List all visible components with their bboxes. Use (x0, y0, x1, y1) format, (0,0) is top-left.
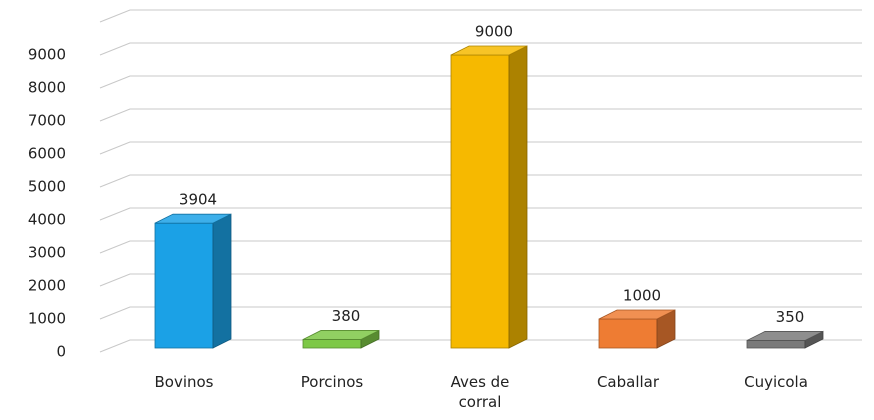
data-label: 380 (332, 307, 361, 325)
y-tick-label: 6000 (28, 145, 66, 163)
y-tick-label: 1000 (28, 310, 66, 328)
x-tick-label: Cuyicola (744, 373, 808, 391)
grid-line (99, 108, 862, 122)
bar (598, 309, 676, 349)
y-tick-label: 0 (56, 343, 66, 361)
y-tick-label: 4000 (28, 211, 66, 229)
bar-top (154, 213, 232, 224)
bar-front (598, 318, 658, 349)
y-tick-label: 3000 (28, 244, 66, 262)
bar-side (508, 45, 528, 349)
y-tick-label: 7000 (28, 112, 66, 130)
bar-front (302, 339, 362, 349)
bar-side (212, 213, 232, 349)
bar (154, 213, 232, 349)
x-tick-label: Bovinos (154, 373, 214, 391)
y-tick-label: 2000 (28, 277, 66, 295)
data-label: 3904 (179, 191, 217, 209)
grid-line (99, 42, 862, 56)
data-label: 350 (776, 308, 805, 326)
y-tick-label: 8000 (28, 79, 66, 97)
grid-line (99, 273, 862, 287)
grid-line (99, 174, 862, 188)
grid-line (99, 141, 862, 155)
bar-top (598, 309, 676, 320)
x-tick-label: Caballar (596, 373, 660, 391)
y-tick-label: 9000 (28, 46, 66, 64)
bar-front (154, 222, 214, 349)
bar-top (302, 330, 380, 340)
x-label-box: Aves de corral (450, 373, 510, 411)
x-tick-label: Porcinos (300, 373, 364, 391)
x-label-box: Bovinos (154, 373, 214, 391)
bar (450, 45, 528, 349)
x-tick-label: Aves de corral (450, 373, 510, 411)
bar-top (450, 45, 528, 56)
grid-line (99, 9, 862, 23)
x-label-box: Caballar (596, 373, 660, 391)
grid-line (99, 75, 862, 89)
data-label: 1000 (623, 287, 661, 305)
data-label: 9000 (475, 23, 513, 41)
bar (302, 329, 380, 349)
bar-top (746, 331, 824, 341)
bar-front (450, 54, 510, 349)
y-tick-label: 5000 (28, 178, 66, 196)
bar (746, 330, 824, 349)
bar-front (746, 340, 806, 349)
grid-line (99, 306, 862, 320)
x-label-box: Porcinos (300, 373, 364, 391)
grid-line (99, 207, 862, 221)
grid-line (99, 240, 862, 254)
x-label-box: Cuyicola (744, 373, 808, 391)
